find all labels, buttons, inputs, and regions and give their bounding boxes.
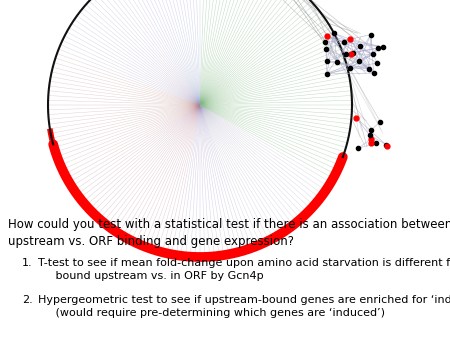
- Text: 2.: 2.: [22, 295, 33, 305]
- Text: Hypergeometric test to see if upstream-bound genes are enriched for ‘induced’ ge: Hypergeometric test to see if upstream-b…: [38, 295, 450, 318]
- Text: How could you test with a statistical test if there is an association between Gc: How could you test with a statistical te…: [8, 218, 450, 248]
- Text: T-test to see if mean fold-change upon amino acid starvation is different for ge: T-test to see if mean fold-change upon a…: [38, 258, 450, 281]
- Text: 1.: 1.: [22, 258, 32, 268]
